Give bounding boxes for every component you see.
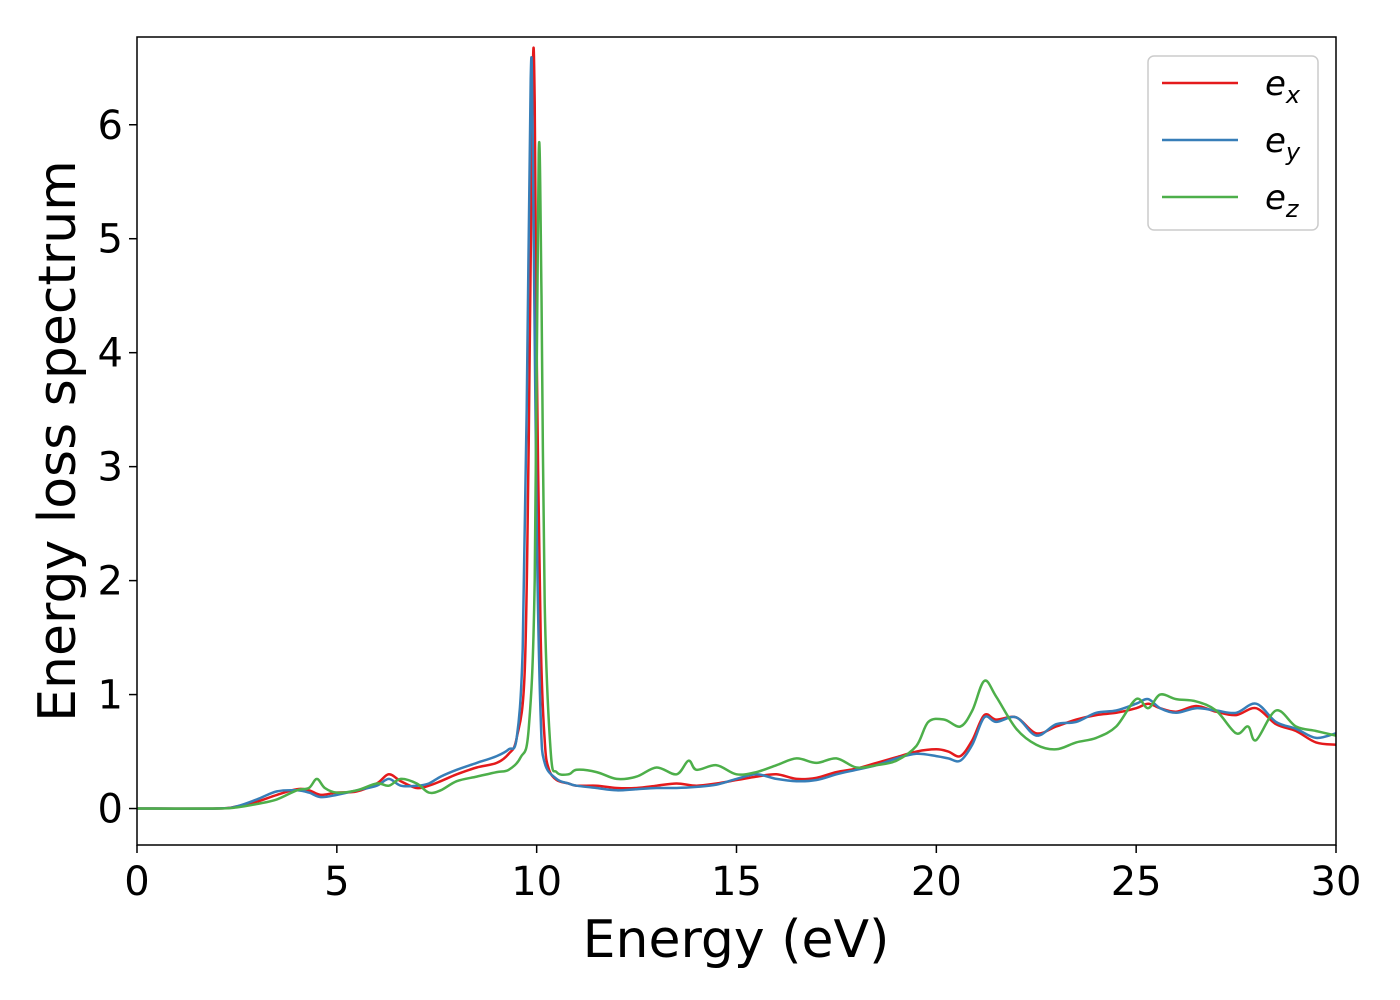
y-tick-label: 6 bbox=[98, 103, 123, 149]
y-axis-label: Energy loss spectrum bbox=[28, 160, 88, 722]
x-axis-label: Energy (eV) bbox=[583, 910, 890, 970]
x-tick-label: 15 bbox=[711, 859, 762, 905]
y-tick-label: 3 bbox=[98, 445, 123, 491]
x-tick-label: 5 bbox=[324, 859, 349, 905]
series-lines bbox=[136, 46, 1337, 810]
x-tick-label: 20 bbox=[911, 859, 962, 905]
legend-label-e-z: ez bbox=[1265, 178, 1300, 223]
series-line-e-y bbox=[136, 56, 1337, 810]
series-line-e-z bbox=[136, 141, 1337, 810]
x-tick-label: 10 bbox=[511, 859, 562, 905]
y-tick-label: 0 bbox=[98, 787, 123, 833]
legend-label-e-y: ey bbox=[1265, 121, 1301, 166]
y-tick-label: 5 bbox=[98, 217, 123, 263]
y-tick-label: 4 bbox=[98, 331, 123, 377]
legend: ex ey ez bbox=[1147, 55, 1319, 231]
legend-box bbox=[1147, 55, 1319, 231]
y-tick-label: 2 bbox=[98, 559, 123, 605]
x-tick-label: 30 bbox=[1311, 859, 1362, 905]
axis-ticks: 0 5 10 15 20 25 30 0 1 2 3 4 5 6 bbox=[98, 103, 1362, 905]
legend-label-e-x: ex bbox=[1265, 64, 1301, 109]
x-tick-label: 25 bbox=[1111, 859, 1162, 905]
y-tick-label: 1 bbox=[98, 673, 123, 719]
x-tick-label: 0 bbox=[124, 859, 149, 905]
